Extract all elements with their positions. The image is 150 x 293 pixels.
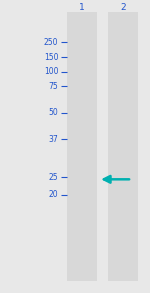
Text: 75: 75 xyxy=(49,82,58,91)
Text: 37: 37 xyxy=(49,135,58,144)
Bar xyxy=(108,12,138,281)
Bar xyxy=(67,12,97,281)
Text: 25: 25 xyxy=(49,173,58,182)
Text: 2: 2 xyxy=(120,3,126,12)
Text: 20: 20 xyxy=(49,190,58,199)
Text: 1: 1 xyxy=(79,3,85,12)
Text: 250: 250 xyxy=(44,38,58,47)
Text: 150: 150 xyxy=(44,53,58,62)
Text: 100: 100 xyxy=(44,67,58,76)
Text: 50: 50 xyxy=(49,108,58,117)
